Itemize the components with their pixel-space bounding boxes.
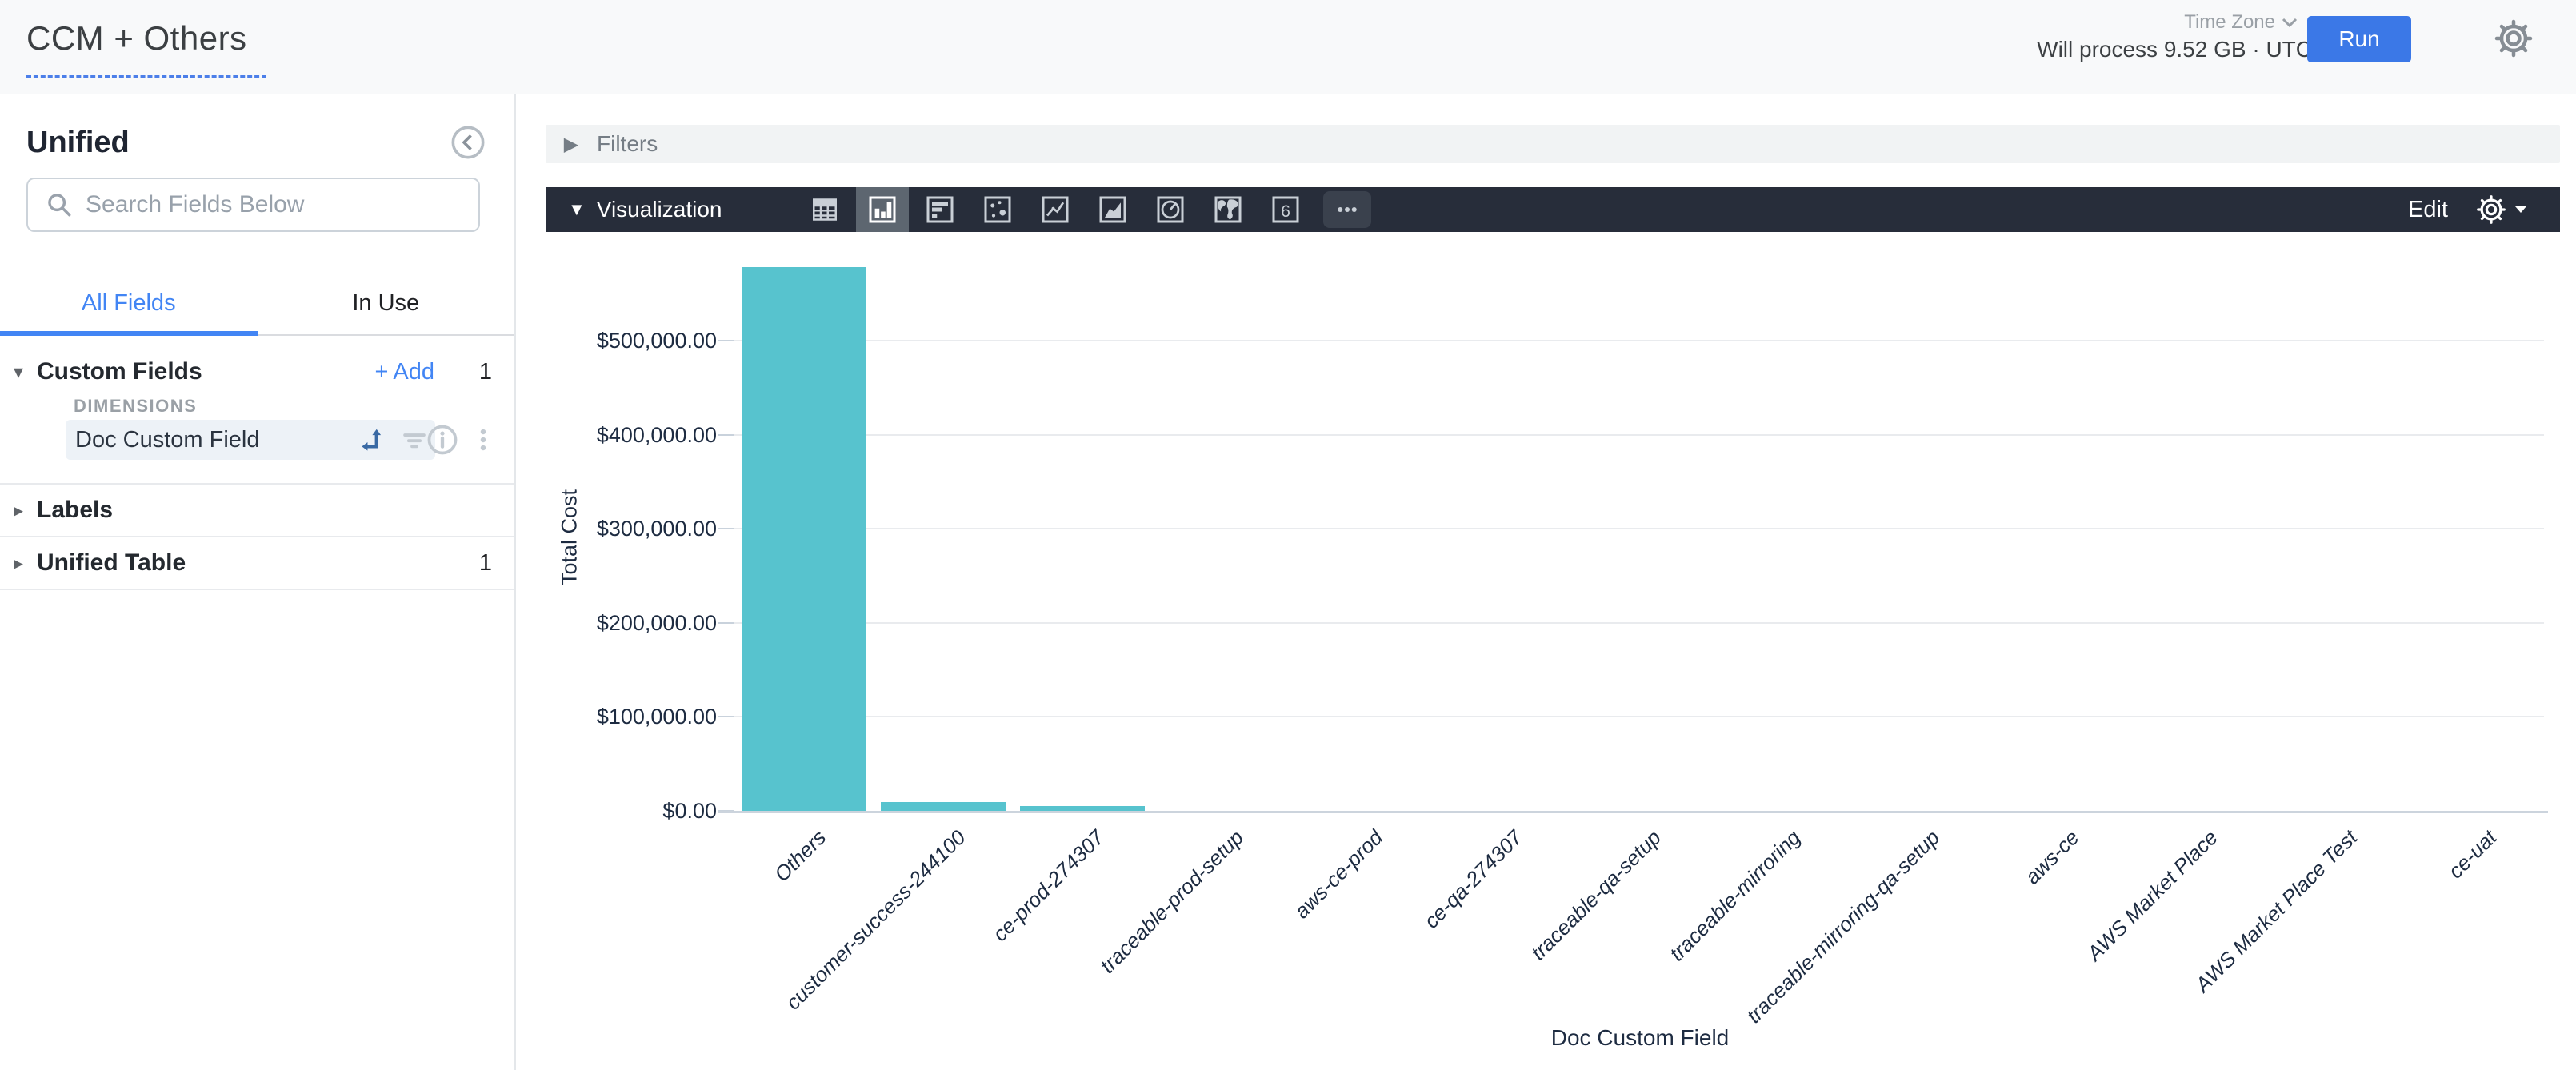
- y-tick-label: $0.00: [662, 799, 717, 823]
- kebab-menu-icon[interactable]: [467, 421, 499, 458]
- x-tick-label: traceable-mirroring: [1664, 825, 1806, 966]
- section-unified-table[interactable]: ▸ Unified Table 1: [0, 537, 514, 589]
- divider: [0, 483, 514, 485]
- x-tick-label: Others: [769, 825, 831, 887]
- bar-Others[interactable]: [742, 267, 866, 811]
- visualization-toolbar: ▼ Visualization: [546, 187, 2560, 232]
- add-custom-field-button[interactable]: + Add: [374, 359, 434, 385]
- tab-in-use[interactable]: In Use: [352, 289, 420, 316]
- y-gridline: [734, 716, 2544, 718]
- time-zone-label: Time Zone: [2184, 11, 2275, 33]
- search-icon: [48, 194, 71, 217]
- time-zone-dropdown[interactable]: Time Zone: [2184, 11, 2298, 34]
- y-tick-mark: [718, 716, 734, 718]
- search-input[interactable]: [84, 190, 478, 219]
- page-title[interactable]: CCM + Others: [26, 19, 247, 57]
- x-tick-label: traceable-qa-setup: [1526, 825, 1666, 965]
- area-chart-viz-icon[interactable]: [1086, 187, 1139, 232]
- y-tick-label: $500,000.00: [596, 329, 717, 353]
- field-row-doc-custom-field[interactable]: Doc Custom Field: [66, 420, 435, 460]
- filter-icon[interactable]: [394, 424, 435, 456]
- add-label: Add: [393, 358, 434, 385]
- divider: [0, 589, 514, 590]
- section-count: 1: [478, 358, 492, 385]
- caret-down-icon: [2515, 206, 2526, 213]
- bar-ce-prod-274307[interactable]: [1020, 806, 1145, 811]
- x-tick-label: aws-ce-prod: [1289, 825, 1388, 924]
- divider: [0, 536, 514, 537]
- y-tick-mark: [718, 621, 734, 624]
- filters-label: Filters: [597, 131, 658, 156]
- x-tick-label: traceable-prod-setup: [1095, 825, 1249, 978]
- caret-down-icon[interactable]: ▼: [568, 199, 586, 219]
- x-tick-label: aws-ce: [2019, 825, 2084, 889]
- x-tick-label: ce-qa-274307: [1418, 825, 1527, 933]
- section-label: Unified Table: [37, 549, 186, 576]
- section-custom-fields[interactable]: ▾ Custom Fields + Add 1: [0, 349, 514, 394]
- x-axis-line: [718, 811, 2548, 813]
- process-size-status: Will process 9.52 GB · UTC: [2037, 37, 2312, 62]
- info-icon[interactable]: [424, 421, 461, 458]
- section-labels[interactable]: ▸ Labels: [0, 485, 514, 536]
- more-viz-types-button[interactable]: [1323, 191, 1372, 228]
- y-tick-mark: [718, 810, 734, 812]
- x-tick-label: traceable-mirroring-qa-setup: [1742, 825, 1945, 1028]
- y-tick-label: $400,000.00: [596, 422, 717, 447]
- filters-panel-header[interactable]: ▶ Filters: [546, 125, 2560, 163]
- y-gridline: [734, 528, 2544, 530]
- y-gridline: [734, 621, 2544, 624]
- dimensions-group-label: DIMENSIONS: [74, 396, 198, 416]
- x-tick-label: ce-prod-274307: [988, 825, 1110, 947]
- y-tick-mark: [718, 433, 734, 436]
- run-button[interactable]: Run: [2307, 16, 2411, 62]
- y-tick-label: $200,000.00: [596, 610, 717, 635]
- x-tick-label: AWS Market Place: [2082, 825, 2223, 966]
- y-gridline: [734, 340, 2544, 342]
- y-tick-mark: [718, 340, 734, 342]
- collapse-sidebar-icon[interactable]: [450, 124, 486, 161]
- single-value-viz-icon[interactable]: 6: [1259, 187, 1312, 232]
- x-axis-title: Doc Custom Field: [1550, 1025, 1730, 1050]
- y-tick-label: $100,000.00: [596, 705, 717, 729]
- svg-text:6: 6: [1282, 202, 1291, 221]
- column-chart-viz-icon[interactable]: [856, 187, 910, 232]
- viz-settings-gear-icon[interactable]: [2475, 194, 2528, 226]
- plus-icon: +: [374, 358, 389, 385]
- edit-button[interactable]: Edit: [2408, 196, 2448, 222]
- y-axis-title: Total Cost: [557, 489, 582, 586]
- field-name[interactable]: Doc Custom Field: [75, 426, 260, 453]
- section-label: Custom Fields: [37, 358, 202, 385]
- map-viz-icon[interactable]: [1202, 187, 1254, 232]
- bar-customer-success-244100[interactable]: [881, 802, 1006, 811]
- bar-chart-viz-icon[interactable]: [914, 187, 966, 232]
- field-picker-sidebar: Unified All Fields In Use ▾ Custom Field…: [0, 94, 516, 1070]
- explore-name: Unified: [26, 126, 130, 159]
- caret-right-icon[interactable]: ▸: [13, 552, 24, 574]
- caret-down-icon[interactable]: ▾: [13, 361, 24, 383]
- section-label: Labels: [37, 497, 114, 523]
- y-gridline: [734, 433, 2544, 436]
- field-search-box: [26, 178, 480, 232]
- visualization-label: Visualization: [596, 197, 722, 222]
- top-header: CCM + Others Time Zone Will process 9.52…: [0, 0, 2576, 94]
- tab-all-fields[interactable]: All Fields: [0, 272, 258, 336]
- x-tick-label: AWS Market Place Test: [2190, 825, 2362, 997]
- x-tick-label: ce-uat: [2442, 825, 2502, 884]
- pivot-icon[interactable]: [352, 424, 394, 456]
- field-tabs: All Fields In Use: [0, 272, 514, 336]
- scatter-chart-viz-icon[interactable]: [971, 187, 1024, 232]
- line-chart-viz-icon[interactable]: [1029, 187, 1082, 232]
- pie-chart-viz-icon[interactable]: [1144, 187, 1197, 232]
- y-tick-mark: [718, 528, 734, 530]
- table-viz-icon[interactable]: [798, 187, 851, 232]
- caret-right-icon[interactable]: ▶: [563, 133, 579, 155]
- x-tick-label: customer-success-244100: [780, 825, 970, 1015]
- section-count: 1: [478, 549, 492, 576]
- chevron-down-icon: [2282, 18, 2298, 27]
- title-dashed-underline: [26, 75, 266, 78]
- y-tick-label: $300,000.00: [596, 517, 717, 541]
- caret-right-icon[interactable]: ▸: [13, 499, 24, 521]
- settings-gear-icon[interactable]: [2494, 19, 2533, 58]
